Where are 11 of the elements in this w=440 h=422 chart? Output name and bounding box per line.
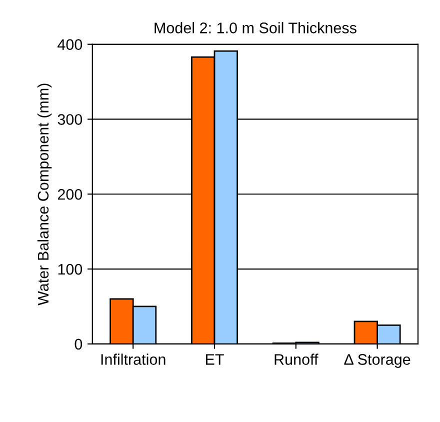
y-tick-label: 100: [58, 264, 82, 275]
x-tick-label: Infiltration: [101, 354, 166, 365]
x-tick-label: Runoff: [274, 354, 318, 365]
y-tick-label: 400: [58, 39, 82, 50]
y-tick-label: 300: [58, 114, 82, 125]
x-tick-label: ET: [206, 354, 224, 365]
y-tick-label: 0: [74, 338, 82, 350]
y-tick-label: 200: [58, 188, 82, 200]
x-tick-label: Δ Storage: [344, 354, 410, 368]
y-axis-title: Water Balance Component (mm): [37, 84, 52, 306]
chart-title: Model 2: 1.0 m Soil Thickness: [154, 22, 356, 34]
